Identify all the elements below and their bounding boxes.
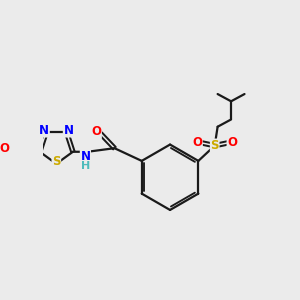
Text: N: N xyxy=(63,124,74,137)
Text: H: H xyxy=(81,160,90,171)
Text: O: O xyxy=(0,142,10,155)
Text: N: N xyxy=(80,150,90,163)
Text: O: O xyxy=(192,136,202,148)
Text: O: O xyxy=(227,136,237,148)
Text: S: S xyxy=(211,139,219,152)
Text: S: S xyxy=(52,155,61,169)
Text: O: O xyxy=(91,125,101,138)
Text: N: N xyxy=(39,124,49,137)
